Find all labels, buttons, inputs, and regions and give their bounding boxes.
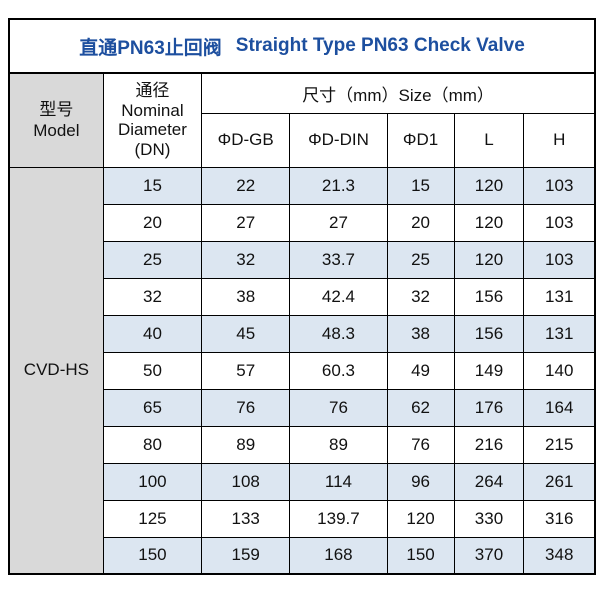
table-cell: 89 bbox=[201, 425, 291, 464]
table-cell: 42.4 bbox=[289, 277, 388, 316]
table-cell: 370 bbox=[453, 536, 525, 575]
table-cell: 32 bbox=[102, 277, 203, 316]
header-model-zh: 型号 bbox=[39, 100, 74, 119]
title-zh: 直通PN63止回阀 bbox=[79, 37, 222, 59]
table-cell: 330 bbox=[453, 499, 525, 538]
table-cell: 264 bbox=[453, 462, 525, 501]
table-cell: 216 bbox=[453, 425, 525, 464]
table-cell: 45 bbox=[201, 314, 291, 353]
header-dn-en3: (DN) bbox=[134, 139, 171, 159]
header-model: 型号 Model bbox=[8, 72, 104, 168]
header-dn-zh: 通径 bbox=[135, 81, 170, 101]
table-cell: 108 bbox=[201, 462, 291, 501]
table-cell: 103 bbox=[523, 240, 596, 279]
table-cell: 164 bbox=[523, 388, 596, 427]
table-cell: 261 bbox=[523, 462, 596, 501]
header-dn-en1: Nominal bbox=[121, 100, 184, 120]
header-model-en: Model bbox=[33, 121, 80, 141]
table-row: 80 89 89 76 216 215 bbox=[9, 425, 596, 464]
table-cell: 348 bbox=[523, 536, 596, 575]
table-cell: 20 bbox=[102, 203, 203, 242]
table-cell: 96 bbox=[386, 462, 455, 501]
table-cell: 176 bbox=[453, 388, 525, 427]
title-en: Straight Type PN63 Check Valve bbox=[235, 35, 525, 56]
table-cell: 22 bbox=[201, 166, 291, 205]
table-cell: 80 bbox=[102, 425, 203, 464]
table-cell: 89 bbox=[289, 425, 388, 464]
table-cell: 76 bbox=[386, 425, 455, 464]
header-d1: ΦD1 bbox=[386, 112, 455, 168]
table-cell: 32 bbox=[201, 240, 291, 279]
table-cell: 120 bbox=[453, 166, 525, 205]
table-cell: 62 bbox=[386, 388, 455, 427]
header-dn-en2: Diameter bbox=[117, 120, 187, 140]
table-cell: 103 bbox=[523, 166, 596, 205]
table-cell: 215 bbox=[523, 425, 596, 464]
table-cell: 316 bbox=[523, 499, 596, 538]
table-cell: 25 bbox=[102, 240, 203, 279]
table-cell: 60.3 bbox=[289, 351, 388, 390]
table-cell: 33.7 bbox=[289, 240, 388, 279]
table-cell: 150 bbox=[102, 536, 203, 575]
table-row: 32 38 42.4 32 156 131 bbox=[9, 277, 596, 316]
table-row: 40 45 48.3 38 156 131 bbox=[9, 314, 596, 353]
table-cell: 32 bbox=[386, 277, 455, 316]
table-row: 150 159 168 150 370 348 bbox=[9, 536, 596, 575]
header-d-din: ΦD-DIN bbox=[289, 112, 388, 168]
table-cell: 139.7 bbox=[289, 499, 388, 538]
spec-table: 型号 Model 通径 Nominal Diameter (DN) 尺寸（mm）… bbox=[8, 72, 596, 575]
table-cell: 38 bbox=[201, 277, 291, 316]
table-cell: 15 bbox=[386, 166, 455, 205]
table-cell: 48.3 bbox=[289, 314, 388, 353]
header-d-gb: ΦD-GB bbox=[201, 112, 291, 168]
table-cell: 57 bbox=[201, 351, 291, 390]
header-nominal-diameter: 通径 Nominal Diameter (DN) bbox=[102, 72, 203, 168]
table-cell: 120 bbox=[453, 240, 525, 279]
table-cell: 131 bbox=[523, 277, 596, 316]
table-row: 100 108 114 96 264 261 bbox=[9, 462, 596, 501]
table-cell: 25 bbox=[386, 240, 455, 279]
header-size: 尺寸（mm）Size（mm） bbox=[201, 72, 596, 114]
table-cell: 149 bbox=[453, 351, 525, 390]
table-row: 65 76 76 62 176 164 bbox=[9, 388, 596, 427]
table-cell: 156 bbox=[453, 277, 525, 316]
table-cell: 140 bbox=[523, 351, 596, 390]
table-cell: 133 bbox=[201, 499, 291, 538]
table-cell: 131 bbox=[523, 314, 596, 353]
table-row: CVD-HS 15 22 21.3 15 120 103 bbox=[8, 166, 596, 575]
page-title: 直通PN63止回阀 Straight Type PN63 Check Valve bbox=[8, 18, 596, 74]
page: 直通PN63止回阀 Straight Type PN63 Check Valve… bbox=[8, 18, 596, 575]
table-cell: 120 bbox=[453, 203, 525, 242]
header-l: L bbox=[453, 112, 525, 168]
table-cell: 150 bbox=[386, 536, 455, 575]
table-cell: 27 bbox=[289, 203, 388, 242]
table-cell: 27 bbox=[201, 203, 291, 242]
table-cell: 15 bbox=[102, 166, 203, 205]
table-cell: 21.3 bbox=[289, 166, 388, 205]
table-cell: 76 bbox=[289, 388, 388, 427]
table-cell: 114 bbox=[289, 462, 388, 501]
table-cell: 156 bbox=[453, 314, 525, 353]
header-h: H bbox=[523, 112, 596, 168]
table-cell: 76 bbox=[201, 388, 291, 427]
table-cell: 159 bbox=[201, 536, 291, 575]
table-cell: 65 bbox=[102, 388, 203, 427]
table-row: 125 133 139.7 120 330 316 bbox=[9, 499, 596, 538]
table-cell: 100 bbox=[102, 462, 203, 501]
table-cell: 49 bbox=[386, 351, 455, 390]
table-cell: 125 bbox=[102, 499, 203, 538]
table-cell: 168 bbox=[289, 536, 388, 575]
table-cell: 120 bbox=[386, 499, 455, 538]
table-cell: 20 bbox=[386, 203, 455, 242]
model-value-cell: CVD-HS bbox=[8, 166, 104, 575]
table-cell: 50 bbox=[102, 351, 203, 390]
header-row-2: ΦD-GB ΦD-DIN ΦD1 L H bbox=[9, 112, 596, 168]
header-row-1: 型号 Model 通径 Nominal Diameter (DN) 尺寸（mm）… bbox=[8, 72, 596, 168]
table-cell: 38 bbox=[386, 314, 455, 353]
table-cell: 40 bbox=[102, 314, 203, 353]
table-cell: 103 bbox=[523, 203, 596, 242]
